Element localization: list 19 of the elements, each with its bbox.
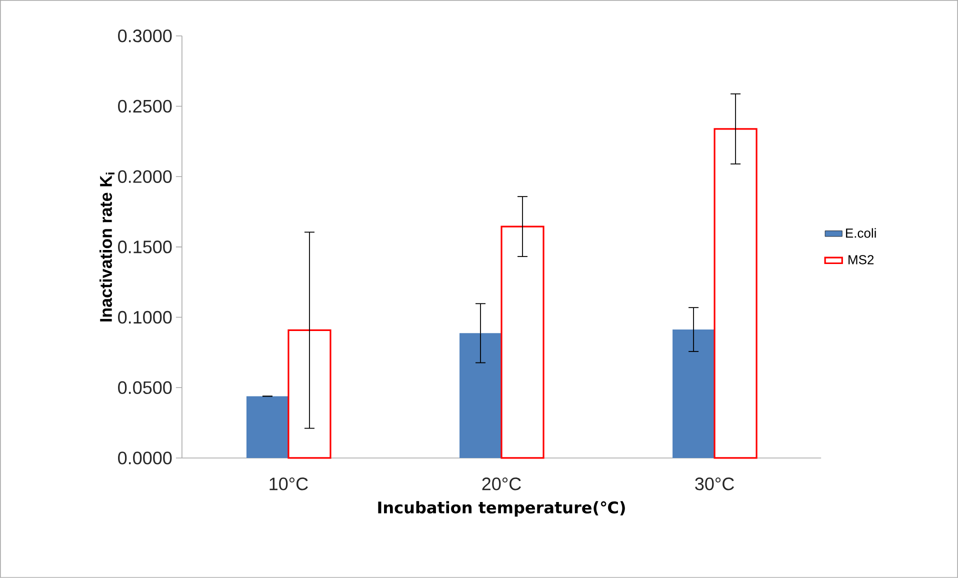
bar [714,128,758,459]
y-tick-label: 0.2000 [118,170,172,184]
y-tick-label: 0.0500 [118,381,172,394]
y-tick-label: 0.0000 [118,452,172,464]
y-tick-label: 0.1500 [118,240,172,254]
x-axis-title: Incubation temperature(℃) [378,501,625,517]
y-axis-title: Inactivation rate K$_{i}$ [99,172,114,322]
legend-label: E.coli [846,228,876,238]
x-tick-label: 10°C [270,478,308,490]
y-tick-label: 0.3000 [118,30,172,42]
bar [672,330,715,458]
bar [500,226,544,459]
y-tick-label: 0.2500 [118,100,172,113]
x-tick-label: 20°C [482,478,521,490]
y-tick-label: 0.1000 [118,310,172,324]
x-tick-label: 30°C [695,478,734,490]
bar [460,333,502,458]
bar [246,396,288,458]
legend-label: MS2 [848,255,874,264]
